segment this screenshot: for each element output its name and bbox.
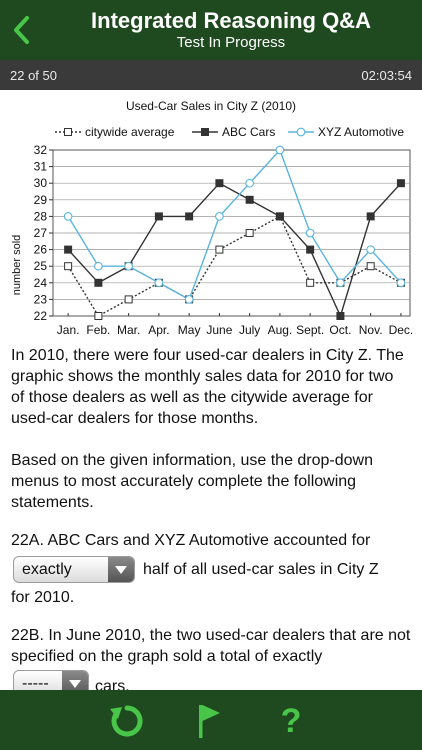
data-point bbox=[245, 229, 254, 237]
data-point bbox=[154, 278, 164, 288]
series-line bbox=[67, 148, 402, 301]
x-tick-label: Sept. bbox=[296, 323, 324, 337]
refresh-button[interactable] bbox=[106, 700, 148, 742]
series-line bbox=[67, 215, 402, 317]
y-tick-label: 22 bbox=[34, 309, 48, 323]
data-point bbox=[396, 278, 406, 288]
data-point bbox=[336, 278, 345, 288]
y-tick-label: 30 bbox=[34, 176, 48, 190]
data-point bbox=[366, 212, 375, 221]
x-tick-label: July bbox=[239, 323, 260, 337]
line-chart: Used-Car Sales in City Z (2010) citywide… bbox=[11, 99, 414, 337]
data-point bbox=[306, 245, 315, 254]
question-intro: In 2010, there were four used-car dealer… bbox=[11, 347, 404, 427]
dropdown-arrow-icon bbox=[108, 557, 134, 582]
data-point bbox=[64, 128, 72, 136]
question-instruction: Based on the given information, use the … bbox=[11, 452, 374, 511]
flag-button[interactable] bbox=[188, 700, 230, 742]
legend-label: ABC Cars bbox=[222, 125, 275, 139]
data-point bbox=[63, 212, 73, 221]
x-tick-label: Apr. bbox=[148, 323, 169, 337]
flag-icon bbox=[199, 705, 220, 738]
y-tick-label: 27 bbox=[34, 226, 48, 240]
chevron-left-icon bbox=[14, 16, 29, 44]
help-icon: ? bbox=[280, 701, 302, 740]
q22b-selected-value: ----- bbox=[22, 675, 49, 690]
y-tick-label: 28 bbox=[34, 209, 48, 223]
y-tick-label: 32 bbox=[34, 143, 48, 157]
legend-label: citywide average bbox=[85, 125, 175, 139]
help-button[interactable]: ? bbox=[270, 700, 312, 742]
header-bar: Integrated Reasoning Q&A Test In Progres… bbox=[0, 0, 422, 60]
x-tick-label: Oct. bbox=[329, 323, 351, 337]
y-tick-label: 25 bbox=[34, 259, 48, 273]
y-tick-label: 26 bbox=[34, 243, 48, 257]
status-bar: 22 of 50 02:03:54 bbox=[0, 60, 422, 90]
data-point bbox=[154, 212, 163, 221]
x-tick-label: Nov. bbox=[359, 323, 383, 337]
chart-legend: citywide average ABC Cars XYZ Automotive bbox=[55, 125, 404, 139]
data-point bbox=[185, 212, 194, 221]
legend-label: XYZ Automotive bbox=[318, 125, 404, 139]
data-point bbox=[124, 295, 133, 304]
data-point bbox=[94, 312, 103, 320]
refresh-icon bbox=[110, 705, 143, 737]
data-point bbox=[366, 262, 375, 271]
x-tick-label: May bbox=[178, 323, 201, 337]
q22a-suffix-line2: for 2010. bbox=[11, 589, 75, 606]
data-point bbox=[215, 179, 224, 188]
y-axis-label: number sold bbox=[11, 235, 23, 296]
plot-area: 22 23 24 25 26 27 28 29 30 31 32 Jan. Feb. Mar. Apr. Ma… bbox=[34, 143, 414, 337]
back-button[interactable] bbox=[8, 10, 34, 50]
q22a-prefix: 22A. ABC Cars and XYZ Automotive account… bbox=[11, 532, 371, 549]
q22a-suffix-line1: half of all used-car sales in City Z bbox=[143, 561, 379, 578]
data-point bbox=[64, 262, 73, 271]
data-point bbox=[94, 261, 103, 271]
question-progress: 22 of 50 bbox=[10, 68, 57, 83]
q22b-prefix: 22B. In June 2010, the two used-car deal… bbox=[11, 627, 411, 665]
data-point bbox=[305, 228, 315, 238]
y-tick-label: 23 bbox=[34, 292, 48, 306]
series-xyz-automotive bbox=[63, 145, 406, 304]
data-point bbox=[94, 278, 103, 287]
q22a-dropdown[interactable]: exactly bbox=[13, 556, 135, 583]
q22b-dropdown[interactable]: ----- bbox=[13, 670, 89, 690]
q22b-suffix: cars. bbox=[95, 678, 130, 690]
data-point bbox=[201, 128, 209, 136]
x-tick-label: Jan. bbox=[57, 323, 80, 337]
series-line bbox=[67, 182, 402, 318]
x-tick-label: Aug. bbox=[268, 323, 293, 337]
data-point bbox=[215, 245, 224, 254]
data-point bbox=[306, 278, 315, 287]
data-point bbox=[245, 178, 255, 188]
chart-title: Used-Car Sales in City Z (2010) bbox=[126, 99, 296, 113]
data-point bbox=[124, 261, 133, 271]
data-point bbox=[215, 212, 224, 221]
data-point bbox=[64, 245, 73, 254]
data-point bbox=[296, 127, 306, 137]
x-tick-label: Feb. bbox=[86, 323, 110, 337]
dropdown-arrow-icon bbox=[62, 671, 88, 690]
data-point bbox=[245, 195, 254, 204]
y-tick-label: 29 bbox=[34, 193, 48, 207]
x-tick-label: June bbox=[206, 323, 232, 337]
data-point bbox=[275, 212, 284, 221]
footer-toolbar: ? bbox=[0, 690, 422, 750]
q22a-selected-value: exactly bbox=[22, 561, 72, 578]
question-content[interactable]: Used-Car Sales in City Z (2010) citywide… bbox=[0, 90, 422, 690]
data-point bbox=[275, 145, 285, 155]
app-subtitle: Test In Progress bbox=[176, 34, 286, 51]
app-title: Integrated Reasoning Q&A bbox=[91, 8, 371, 33]
y-tick-label: 31 bbox=[34, 160, 48, 174]
x-tick-label: Dec. bbox=[389, 323, 414, 337]
test-timer: 02:03:54 bbox=[361, 68, 412, 83]
data-point bbox=[396, 179, 405, 188]
y-tick-label: 24 bbox=[34, 276, 48, 290]
data-point bbox=[366, 245, 376, 254]
data-point bbox=[336, 312, 345, 320]
x-tick-label: Mar. bbox=[117, 323, 140, 337]
data-point bbox=[184, 295, 194, 304]
